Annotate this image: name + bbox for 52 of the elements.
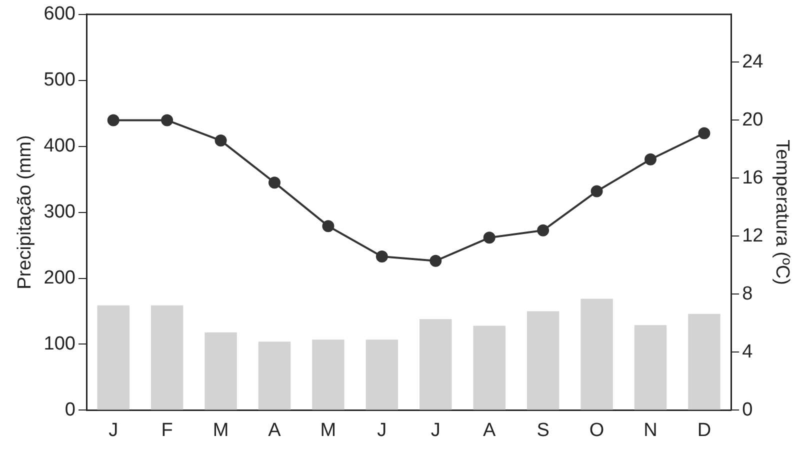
x-tick-label: D <box>697 420 712 441</box>
y2-tick-label: 16 <box>742 167 764 188</box>
y2-tick-label: 24 <box>742 51 764 72</box>
bar <box>204 332 237 410</box>
bar <box>420 319 452 410</box>
point <box>537 224 550 236</box>
bar <box>150 305 184 410</box>
x-tick-label: S <box>536 420 550 441</box>
y2-tick-label: 8 <box>742 283 753 304</box>
point <box>214 134 227 147</box>
bar <box>634 325 667 410</box>
point <box>161 114 174 126</box>
x-tick-label: J <box>108 420 118 441</box>
point <box>268 176 280 189</box>
y-tick-label: 400 <box>44 136 76 157</box>
y2-tick-label: 0 <box>742 399 753 420</box>
point <box>430 254 442 267</box>
bar <box>580 298 613 410</box>
point <box>376 250 388 263</box>
x-tick-label: A <box>268 420 282 441</box>
bar <box>366 340 398 410</box>
y-tick-label: 0 <box>64 399 76 420</box>
y-axis-title: Precipitação (mm) <box>14 135 36 290</box>
x-tick-label: J <box>377 420 387 441</box>
bar <box>312 340 344 410</box>
x-tick-label: M <box>320 420 336 441</box>
point <box>644 153 656 166</box>
y2-tick-label: 4 <box>742 341 754 362</box>
y-tick-label: 200 <box>44 268 76 288</box>
bar <box>97 305 130 410</box>
x-tick-label: A <box>483 420 496 441</box>
point <box>590 185 603 198</box>
point <box>322 220 334 232</box>
bar <box>688 314 720 410</box>
y-tick-label: 600 <box>44 4 76 25</box>
x-tick-label: F <box>161 420 173 441</box>
y2-tick-label: 12 <box>742 225 764 246</box>
bar <box>473 326 506 410</box>
bar <box>258 342 291 410</box>
x-tick-label: M <box>212 420 229 441</box>
x-tick-label: O <box>589 420 604 441</box>
x-tick-label: J <box>430 420 440 441</box>
bar <box>526 311 560 410</box>
point <box>698 127 710 140</box>
point <box>107 114 120 126</box>
y-tick-label: 100 <box>44 333 76 354</box>
y-tick-label: 300 <box>44 202 76 223</box>
point <box>483 232 496 244</box>
x-tick-label: N <box>644 420 658 441</box>
y-tick-label: 500 <box>44 70 76 91</box>
y2-tick-label: 20 <box>742 109 764 130</box>
y2-axis-title: Temperatura (ºC) <box>771 140 792 285</box>
